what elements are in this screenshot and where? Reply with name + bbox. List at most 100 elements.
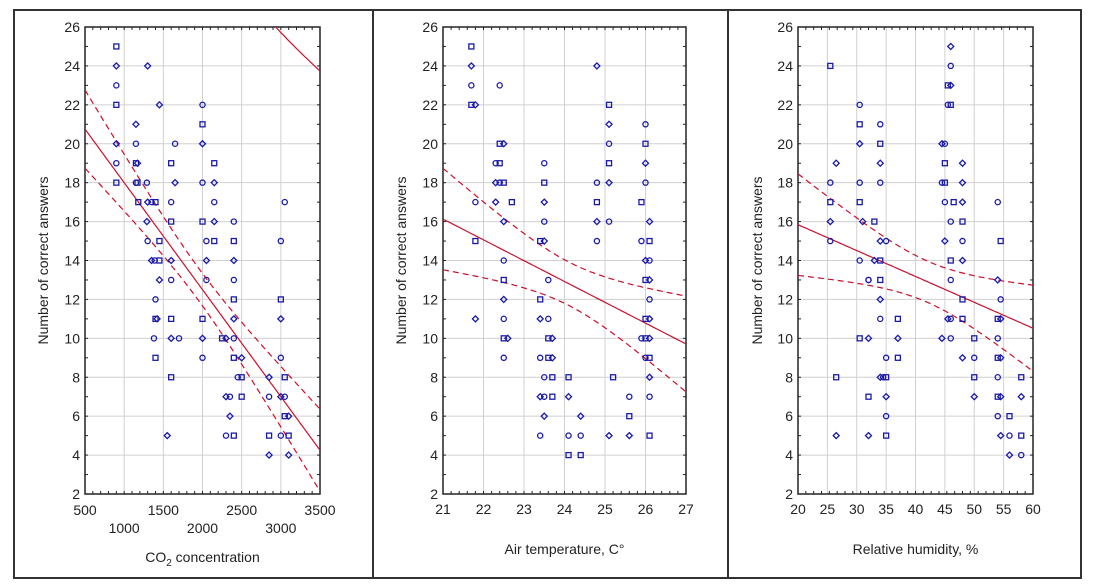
- data-point: [938, 334, 946, 343]
- x-tick-label: 50: [966, 501, 982, 517]
- data-point: [152, 354, 159, 361]
- y-tick-label: 16: [422, 214, 438, 230]
- data-point: [645, 217, 654, 226]
- data-point: [113, 101, 120, 108]
- regression-line: [443, 218, 686, 345]
- x-tick-label: 500: [73, 502, 97, 518]
- data-point: [971, 354, 978, 362]
- data-point: [646, 354, 653, 361]
- data-point: [218, 335, 226, 342]
- data-point: [645, 276, 654, 284]
- x-tick-label: 35: [878, 501, 894, 517]
- x-axis-label-subscript: 2: [166, 558, 172, 569]
- y-tick-label: 6: [430, 408, 438, 424]
- data-point: [203, 237, 210, 245]
- data-point: [994, 393, 1001, 400]
- y-tick-label: 22: [777, 97, 793, 113]
- data-point: [155, 276, 164, 284]
- data-point: [230, 296, 237, 303]
- data-point: [856, 121, 863, 128]
- data-point: [153, 314, 161, 323]
- data-point: [642, 354, 649, 362]
- data-point: [605, 160, 613, 167]
- data-point: [996, 314, 1005, 323]
- data-point: [541, 179, 548, 186]
- data-point: [150, 335, 158, 342]
- y-tick-label: 20: [422, 136, 438, 152]
- x-axis-label: CO2 concentration: [145, 549, 260, 569]
- data-point: [625, 431, 634, 440]
- y-tick-label: 26: [64, 19, 80, 35]
- data-point: [167, 334, 176, 343]
- x-tick-label: 26: [638, 501, 654, 517]
- data-point: [832, 159, 841, 168]
- y-tick-label: 12: [64, 291, 80, 307]
- x-tick-label: 21: [435, 501, 451, 517]
- confidence-band-upper: [798, 173, 1033, 286]
- data-point: [168, 374, 175, 381]
- data-point: [265, 451, 274, 460]
- data-point: [143, 61, 152, 70]
- data-point: [638, 198, 645, 206]
- y-tick-label: 24: [422, 58, 438, 74]
- data-point: [943, 314, 952, 323]
- data-point: [238, 393, 245, 400]
- data-point: [605, 431, 613, 440]
- data-point: [877, 121, 884, 128]
- data-point: [156, 237, 163, 245]
- data-point: [605, 178, 613, 187]
- data-point: [499, 139, 508, 148]
- data-point: [1018, 374, 1025, 381]
- data-point: [168, 218, 175, 225]
- data-point: [996, 353, 1005, 362]
- data-point: [856, 179, 863, 186]
- data-point: [941, 198, 949, 206]
- data-point: [645, 334, 654, 343]
- data-point: [113, 43, 120, 50]
- data-point: [203, 276, 210, 284]
- x-tick-label: 24: [557, 501, 573, 517]
- data-point: [593, 179, 601, 186]
- data-point: [113, 179, 120, 186]
- data-point: [112, 139, 121, 148]
- data-point: [1018, 432, 1025, 439]
- data-point: [503, 334, 512, 343]
- data-point: [638, 335, 645, 342]
- data-point: [959, 315, 966, 323]
- data-point: [175, 335, 183, 342]
- data-point: [947, 62, 955, 70]
- data-point: [222, 334, 230, 343]
- data-point: [609, 374, 617, 381]
- data-point: [996, 392, 1005, 401]
- data-point: [536, 432, 544, 439]
- y-tick-label: 26: [422, 19, 438, 35]
- data-point: [864, 334, 873, 343]
- confidence-band-upper: [85, 89, 320, 410]
- confidence-band-lower: [443, 269, 686, 393]
- data-point: [548, 334, 557, 343]
- data-point: [577, 432, 584, 439]
- regression-line: [85, 128, 320, 451]
- data-point: [277, 237, 285, 245]
- y-tick-label: 6: [785, 408, 793, 424]
- data-point: [642, 335, 649, 342]
- x-axis-label: Air temperature, C°: [505, 541, 625, 557]
- y-tick-label: 16: [777, 214, 793, 230]
- data-point: [959, 237, 966, 245]
- y-tick-label: 22: [422, 97, 438, 113]
- data-point: [541, 218, 548, 225]
- y-tick-label: 2: [430, 486, 438, 502]
- data-point: [564, 392, 573, 401]
- y-axis-label: Number of correct answers: [393, 176, 409, 344]
- data-point: [605, 218, 613, 225]
- data-point: [996, 431, 1005, 440]
- y-tick-label: 20: [777, 136, 793, 152]
- data-point: [541, 373, 548, 381]
- data-point: [950, 198, 957, 206]
- data-point: [471, 314, 480, 323]
- y-tick-label: 14: [64, 253, 80, 269]
- y-tick-label: 12: [422, 291, 438, 307]
- data-point: [893, 334, 902, 343]
